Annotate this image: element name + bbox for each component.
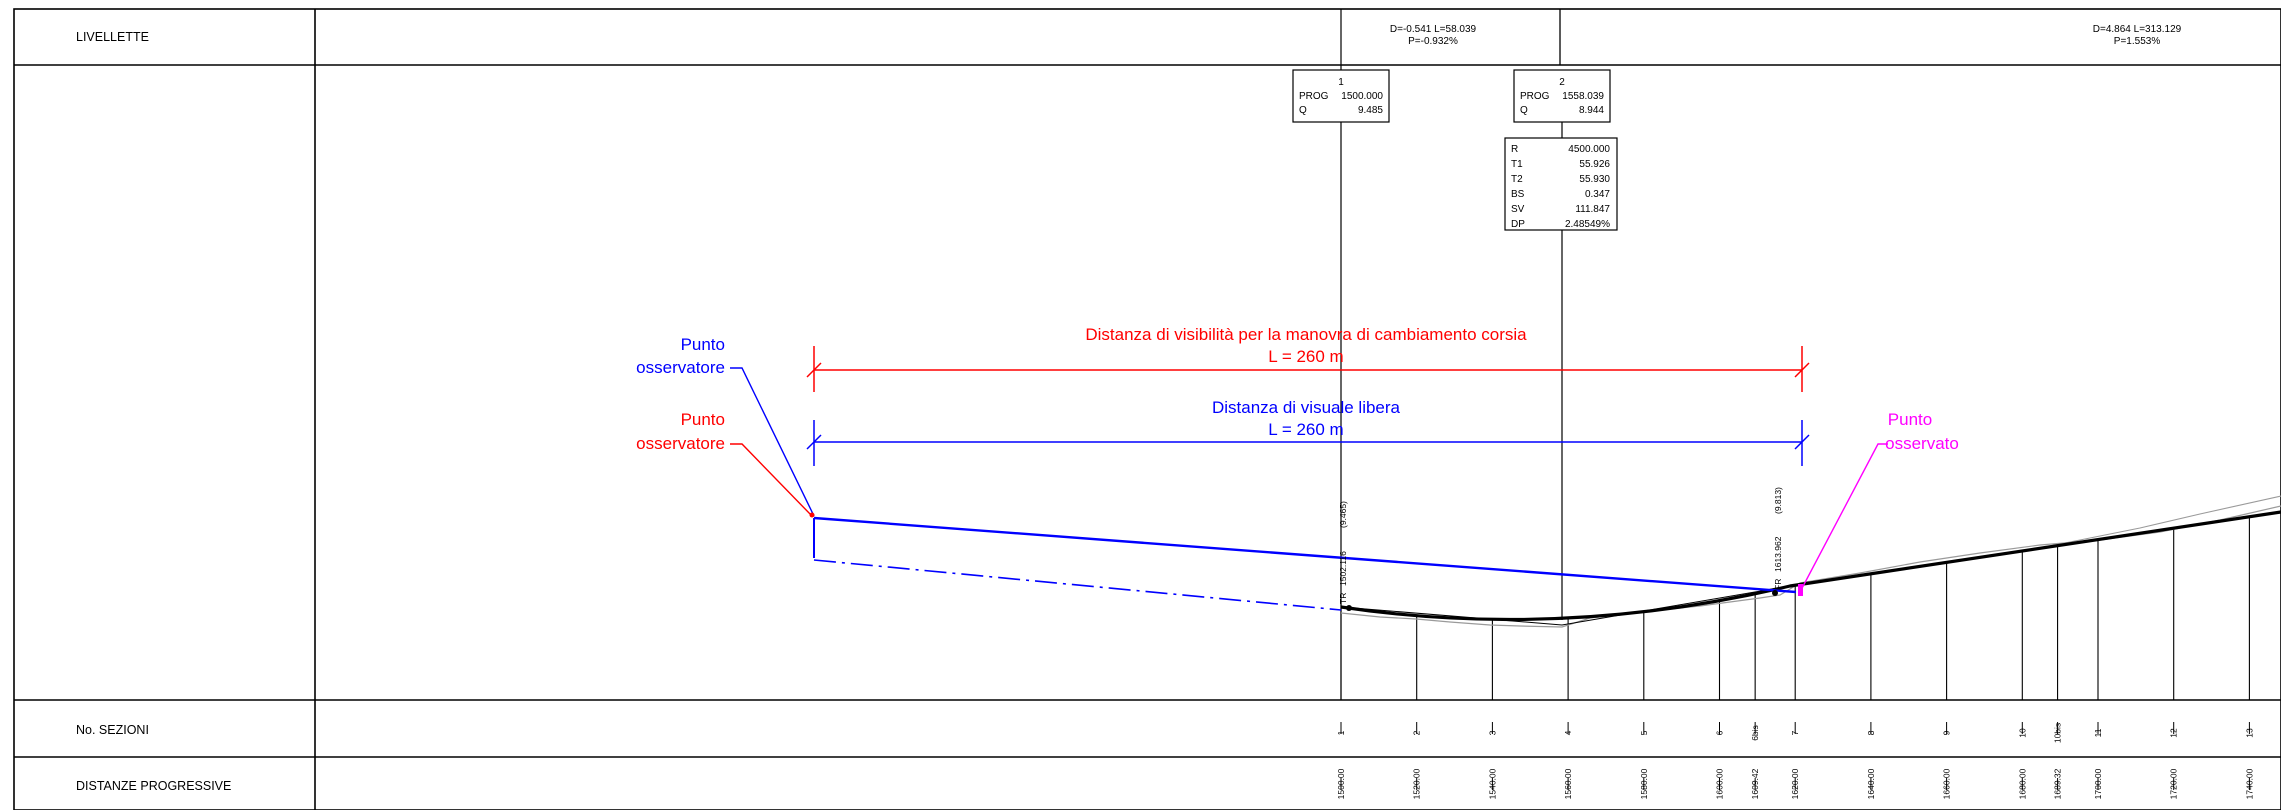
curve-dp-key: DP bbox=[1511, 219, 1525, 230]
vertex-1-prog: 1500.000 bbox=[1341, 91, 1383, 102]
curve-t2-value: 55.930 bbox=[1579, 174, 1610, 185]
target-label-1: Punto bbox=[1888, 410, 1932, 429]
blue-observer-leader bbox=[730, 367, 815, 517]
curve-sv-key: SV bbox=[1511, 204, 1525, 215]
fr-label: FR bbox=[1773, 579, 1783, 590]
vertex-1-number: 1 bbox=[1338, 77, 1344, 88]
curve-t1-key: T1 bbox=[1511, 159, 1523, 170]
slope1-line1: D=-0.541 L=58.039 bbox=[1390, 24, 1477, 35]
vertex-2-number: 2 bbox=[1559, 77, 1565, 88]
vertex-1-q: 9.485 bbox=[1358, 105, 1383, 116]
table-frame bbox=[13, 8, 2281, 810]
vertex-2-q-label: Q bbox=[1520, 105, 1528, 116]
tr-point: TR 1502.116 (9.465) bbox=[1338, 501, 1352, 611]
target-label-2: osservato bbox=[1885, 434, 1959, 453]
blue-dimension-length: L = 260 m bbox=[1268, 420, 1343, 439]
slope2-line1: D=4.864 L=313.129 bbox=[2093, 24, 2182, 35]
observer-point-marker bbox=[809, 512, 815, 518]
vertex-box-2: 2 PROG 1558.039 Q 8.944 bbox=[1513, 69, 1611, 123]
slope2-line2: P=1.553% bbox=[2114, 36, 2161, 47]
vertex-2-prog: 1558.039 bbox=[1562, 91, 1604, 102]
ground-line bbox=[1340, 505, 2281, 628]
tr-marker bbox=[1346, 605, 1352, 611]
red-dimension-title: Distanza di visibilità per la manovra di… bbox=[1085, 325, 1527, 344]
curve-t2-key: T2 bbox=[1511, 174, 1523, 185]
red-dimension bbox=[806, 346, 1810, 392]
blue-sight-line bbox=[813, 516, 1797, 611]
section-labels: 11500.0021520.0031540.0041560.0051580.00… bbox=[1336, 722, 2254, 799]
vertex-1-prog-label: PROG bbox=[1299, 91, 1329, 102]
sections-row-label: No. SEZIONI bbox=[76, 723, 149, 737]
section-lines bbox=[1340, 516, 2250, 700]
vertex-box-1: 1 PROG 1500.000 Q 9.485 bbox=[1292, 69, 1390, 123]
fr-point: FR 1613.962 (9.813) bbox=[1772, 487, 1783, 596]
curve-bs-value: 0.347 bbox=[1585, 189, 1610, 200]
tr-q: (9.465) bbox=[1338, 501, 1348, 528]
curve-sv-value: 111.847 bbox=[1575, 204, 1610, 215]
curve-bs-key: BS bbox=[1511, 189, 1525, 200]
fr-marker bbox=[1772, 590, 1778, 596]
fr-prog: 1613.962 bbox=[1773, 536, 1783, 572]
distances-row-label: DISTANZE PROGRESSIVE bbox=[76, 779, 231, 793]
target-point-marker bbox=[1798, 584, 1803, 596]
blue-observer-label-1: Punto bbox=[681, 335, 725, 354]
slope1-line2: P=-0.932% bbox=[1408, 36, 1458, 47]
vertex-2-q: 8.944 bbox=[1579, 105, 1604, 116]
curve-t1-value: 55.926 bbox=[1579, 159, 1610, 170]
red-dimension-length: L = 260 m bbox=[1268, 347, 1343, 366]
vertex-1-q-label: Q bbox=[1299, 105, 1307, 116]
red-observer-label-2: osservatore bbox=[636, 434, 725, 453]
blue-observer-label-2: osservatore bbox=[636, 358, 725, 377]
tr-label: TR bbox=[1338, 593, 1348, 604]
curve-r-value: 4500.000 bbox=[1568, 144, 1610, 155]
fr-q: (9.813) bbox=[1773, 487, 1783, 514]
vertex-2-prog-label: PROG bbox=[1520, 91, 1550, 102]
red-observer-leader bbox=[730, 443, 812, 516]
tr-prog: 1502.116 bbox=[1338, 551, 1348, 586]
target-leader bbox=[1799, 443, 1888, 593]
curve-r-key: R bbox=[1511, 144, 1518, 155]
livellette-label: LIVELLETTE bbox=[76, 30, 149, 44]
blue-dimension-title: Distanza di visuale libera bbox=[1212, 398, 1401, 417]
slope-header: D=-0.541 L=58.039 P=-0.932% D=4.864 L=31… bbox=[1390, 9, 2182, 65]
road-grade-line bbox=[1340, 510, 2281, 622]
tangent-lines bbox=[1340, 585, 1791, 626]
curve-dp-value: 2.48549% bbox=[1565, 219, 1610, 230]
blue-dimension bbox=[806, 420, 1810, 466]
red-observer-label-1: Punto bbox=[681, 410, 725, 429]
curve-parameters-box: R 4500.000 T1 55.926 T2 55.930 BS 0.347 … bbox=[1504, 137, 1618, 231]
